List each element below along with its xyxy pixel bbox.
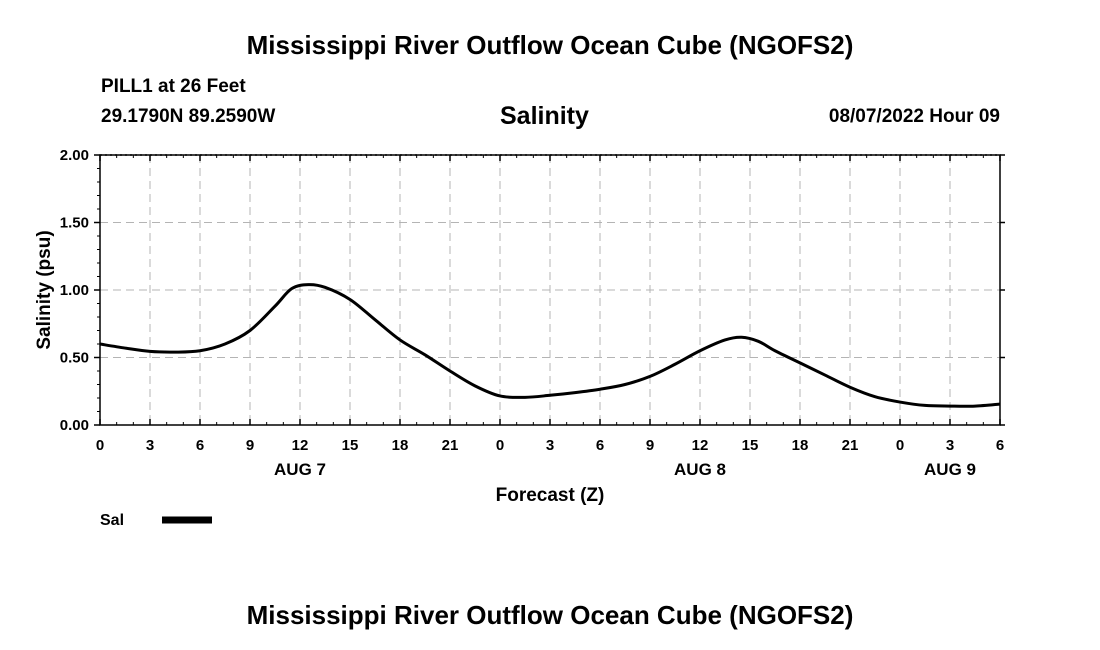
x-tick-label: 18 <box>392 437 409 454</box>
y-tick-label: 0.00 <box>60 417 89 434</box>
x-tick-label: 15 <box>342 437 359 454</box>
x-tick-label: 3 <box>146 437 154 454</box>
chart-footer-title: Mississippi River Outflow Ocean Cube (NG… <box>246 600 854 630</box>
date-label: AUG 8 <box>674 460 726 479</box>
y-axis-label: Salinity (psu) <box>34 230 55 349</box>
date-label: AUG 9 <box>924 460 976 479</box>
station-label: PILL1 at 26 Feet <box>101 76 246 97</box>
y-tick-label: 1.00 <box>60 282 89 299</box>
x-tick-label: 21 <box>442 437 459 454</box>
x-tick-label: 12 <box>692 437 709 454</box>
x-tick-label: 15 <box>742 437 759 454</box>
x-tick-label: 18 <box>792 437 809 454</box>
x-tick-label: 6 <box>196 437 204 454</box>
date-label: AUG 7 <box>274 460 326 479</box>
x-tick-label: 6 <box>996 437 1004 454</box>
plot-title: Salinity <box>500 102 589 130</box>
x-axis-label: Forecast (Z) <box>496 485 605 506</box>
series-line-sal <box>99 283 1001 408</box>
y-tick-label: 2.00 <box>60 147 89 164</box>
y-tick-label: 1.50 <box>60 215 89 232</box>
x-tick-label: 9 <box>246 437 254 454</box>
chart-main-title: Mississippi River Outflow Ocean Cube (NG… <box>246 30 854 60</box>
salinity-chart: 0 3 6 9 12 15 18 21 0 3 6 9 12 15 18 21 0 3 6 0.00 0.50 1.00 1… <box>34 147 1005 529</box>
station-coordinates: 29.1790N 89.2590W <box>101 106 276 127</box>
x-tick-label: 9 <box>646 437 654 454</box>
x-tick-label: 12 <box>292 437 309 454</box>
forecast-timestamp: 08/07/2022 Hour 09 <box>828 106 1000 127</box>
x-tick-label: 6 <box>596 437 604 454</box>
tick-labels: 0 3 6 9 12 15 18 21 0 3 6 9 12 15 18 21 0 3 6 0.00 0.50 1.00 1… <box>60 147 1004 479</box>
y-tick-label: 0.50 <box>60 350 89 367</box>
x-tick-label: 0 <box>96 437 104 454</box>
x-tick-label: 0 <box>496 437 504 454</box>
legend-label: Sal <box>100 512 124 529</box>
x-tick-label: 0 <box>896 437 904 454</box>
grid-lines <box>100 154 1000 425</box>
x-tick-label: 21 <box>842 437 859 454</box>
x-tick-label: 3 <box>946 437 954 454</box>
plot-frame <box>99 154 1001 426</box>
x-tick-label: 3 <box>546 437 554 454</box>
